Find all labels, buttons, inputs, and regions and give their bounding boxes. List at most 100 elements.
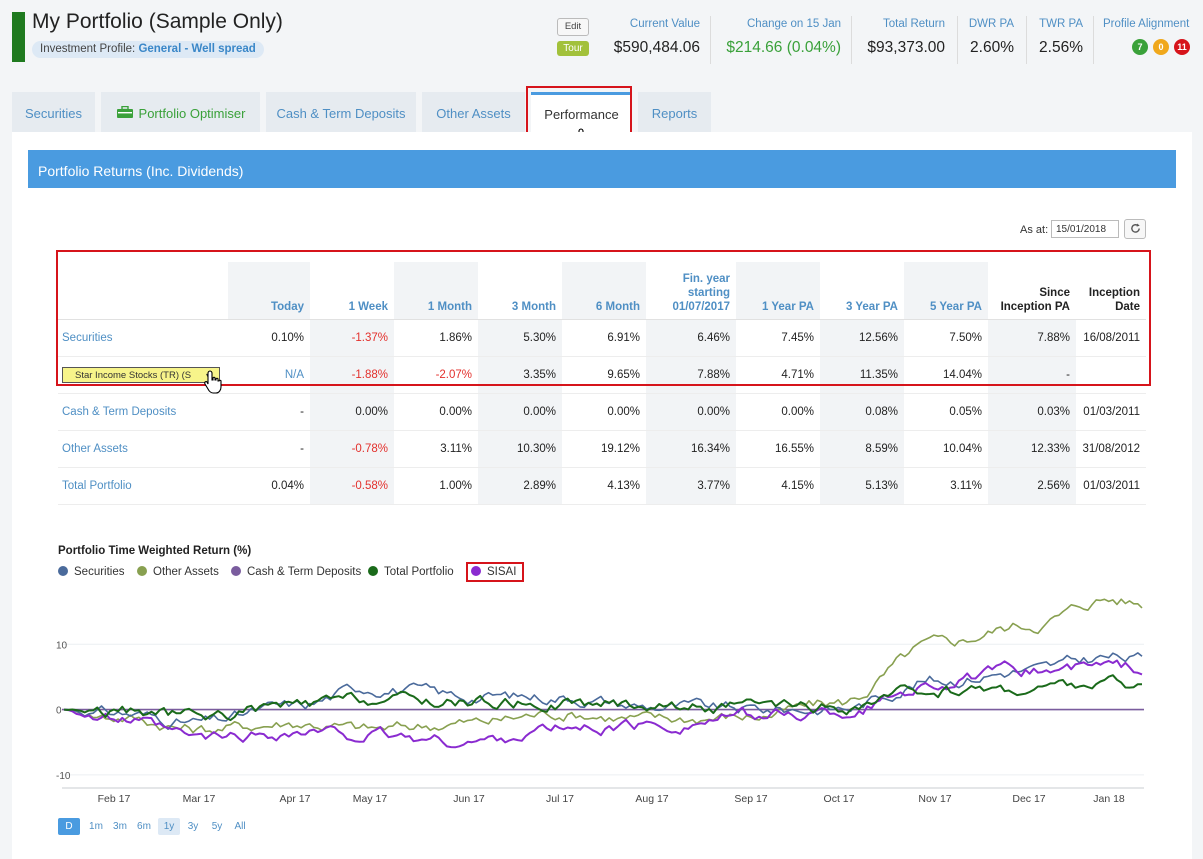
legend-label: SISAI	[487, 566, 517, 578]
x-tick-label: Oct 17	[824, 793, 855, 805]
range-button-5y[interactable]: 5y	[211, 821, 223, 832]
table-cell: -0.58%	[310, 467, 394, 505]
y-tick-label: 10	[56, 640, 68, 651]
table-cell: 6.91%	[562, 319, 646, 357]
col-header-1-year-pa[interactable]: 1 Year PA	[736, 262, 820, 320]
table-cell: -1.88%	[310, 356, 394, 394]
benchmark-dropdown[interactable]: Star Income Stocks (TR) (S▼	[62, 367, 220, 383]
series-line-sisai[interactable]	[63, 659, 1143, 749]
table-cell: 3.11%	[904, 467, 988, 505]
col-header-1-week[interactable]: 1 Week	[310, 262, 394, 320]
table-row: Securities 0.10% -1.37% 1.86% 5.30% 6.91% 6.46…	[58, 319, 1146, 357]
table-cell: 19.12%	[562, 430, 646, 468]
legend-item-securities[interactable]: Securities	[58, 566, 125, 578]
as-at-label: As at:	[1020, 224, 1049, 236]
table-cell: 12.56%	[820, 319, 904, 357]
row-name-link[interactable]: Other Assets	[58, 430, 228, 468]
table-cell: 11.35%	[820, 356, 904, 394]
tab-other-assets[interactable]: Other Assets	[422, 92, 525, 132]
kpi-divider	[710, 16, 711, 64]
row-name-link[interactable]: Total Portfolio	[58, 467, 228, 505]
col-header-1-month[interactable]: 1 Month	[394, 262, 478, 320]
table-cell: 5.30%	[478, 319, 562, 357]
x-tick-label: Jul 17	[546, 793, 574, 805]
table-cell: 4.15%	[736, 467, 820, 505]
range-button-6m[interactable]: 6m	[137, 821, 151, 832]
legend-item-sisai[interactable]: SISAI	[471, 566, 516, 578]
profile-value[interactable]: General - Well spread	[138, 43, 256, 55]
hand-cursor-icon	[204, 370, 222, 394]
tour-button[interactable]: Tour	[557, 41, 589, 56]
range-button-all[interactable]: All	[234, 821, 246, 832]
twr-line-chart[interactable]: 10 0 -10 Feb 17 Mar 17 Apr 17 May 17 Jun 17 Jul …	[56, 592, 1150, 812]
table-cell: 3.35%	[478, 356, 562, 394]
x-tick-label: Aug 17	[635, 793, 668, 805]
series-line-total-portfolio[interactable]	[63, 674, 1142, 722]
range-button-1y[interactable]: 1y	[158, 818, 180, 835]
investment-profile-pill[interactable]: Investment Profile: General - Well sprea…	[32, 41, 264, 58]
col-header-6-month[interactable]: 6 Month	[562, 262, 646, 320]
table-cell: 4.71%	[736, 356, 820, 394]
table-cell: 01/03/2011	[1076, 393, 1146, 431]
refresh-button[interactable]	[1124, 219, 1146, 239]
table-cell: 0.05%	[904, 393, 988, 431]
range-button-1m[interactable]: 1m	[89, 821, 103, 832]
range-button-d[interactable]: D	[58, 818, 80, 835]
table-cell: 10.04%	[904, 430, 988, 468]
tab-securities[interactable]: Securities	[12, 92, 95, 132]
table-cell: 1.86%	[394, 319, 478, 357]
table-cell: 1.00%	[394, 467, 478, 505]
legend-label: Total Portfolio	[384, 566, 454, 578]
tab-portfolio-optimiser[interactable]: Portfolio Optimiser	[101, 92, 260, 132]
benchmark-dropdown-value: Star Income Stocks (TR) (S	[75, 370, 192, 381]
alignment-red-badge[interactable]: 11	[1174, 39, 1190, 55]
col-header-3-month[interactable]: 3 Month	[478, 262, 562, 320]
alignment-amber-badge[interactable]: 0	[1153, 39, 1169, 55]
col-header-fin-year[interactable]: Fin. year starting 01/07/2017	[646, 262, 736, 320]
chart-title: Portfolio Time Weighted Return (%)	[58, 545, 252, 557]
col-header-5-year-pa[interactable]: 5 Year PA	[904, 262, 988, 320]
toolbox-icon	[116, 105, 133, 118]
range-button-3m[interactable]: 3m	[113, 821, 127, 832]
table-cell: 0.00%	[310, 393, 394, 431]
table-cell: -2.07%	[394, 356, 478, 394]
table-cell: 0.10%	[228, 319, 310, 357]
benchmark-select[interactable]: Star Income Stocks (TR) (S▼	[58, 356, 228, 394]
x-tick-label: Sep 17	[734, 793, 767, 805]
table-cell: 7.50%	[904, 319, 988, 357]
legend-item-cash-term-deposits[interactable]: Cash & Term Deposits	[231, 566, 361, 578]
table-cell: 14.04%	[904, 356, 988, 394]
tab-performance[interactable]: Performance	[531, 92, 632, 132]
edit-button[interactable]: Edit	[557, 18, 589, 36]
legend-item-other-assets[interactable]: Other Assets	[137, 566, 219, 578]
kpi-value: $590,484.06	[613, 39, 700, 56]
portfolio-returns-header: Portfolio Returns (Inc. Dividends)	[28, 150, 1176, 188]
series-line-securities[interactable]	[64, 652, 1143, 730]
legend-label: Securities	[74, 566, 125, 578]
range-button-3y[interactable]: 3y	[187, 821, 199, 832]
col-header-today[interactable]: Today	[228, 262, 310, 320]
col-header-3-year-pa[interactable]: 3 Year PA	[820, 262, 904, 320]
table-cell: -1.37%	[310, 319, 394, 357]
tab-reports[interactable]: Reports	[638, 92, 711, 132]
kpi-value: $214.66 (0.04%)	[726, 39, 841, 56]
table-cell: 3.77%	[646, 467, 736, 505]
kpi-value: $93,373.00	[867, 39, 945, 56]
table-cell	[1076, 356, 1146, 394]
kpi-label: DWR PA	[968, 18, 1014, 30]
row-name-link[interactable]: Securities	[58, 319, 228, 357]
row-name-link[interactable]: Cash & Term Deposits	[58, 393, 228, 431]
kpi-value: 2.60%	[970, 39, 1014, 56]
kpi-label: Total Return	[882, 18, 945, 30]
legend-item-total-portfolio[interactable]: Total Portfolio	[368, 566, 454, 578]
tab-cash-term-deposits[interactable]: Cash & Term Deposits	[266, 92, 416, 132]
as-at-date-input[interactable]: 15/01/2018	[1051, 220, 1119, 238]
table-cell: 2.89%	[478, 467, 562, 505]
legend-dot	[231, 566, 241, 576]
legend-dot	[368, 566, 378, 576]
y-tick-label: 0	[56, 706, 62, 717]
series-line-other-assets[interactable]	[63, 598, 1143, 735]
alignment-green-badge[interactable]: 7	[1132, 39, 1148, 55]
sisai-legend-highlight	[466, 562, 524, 582]
table-cell: 0.00%	[478, 393, 562, 431]
